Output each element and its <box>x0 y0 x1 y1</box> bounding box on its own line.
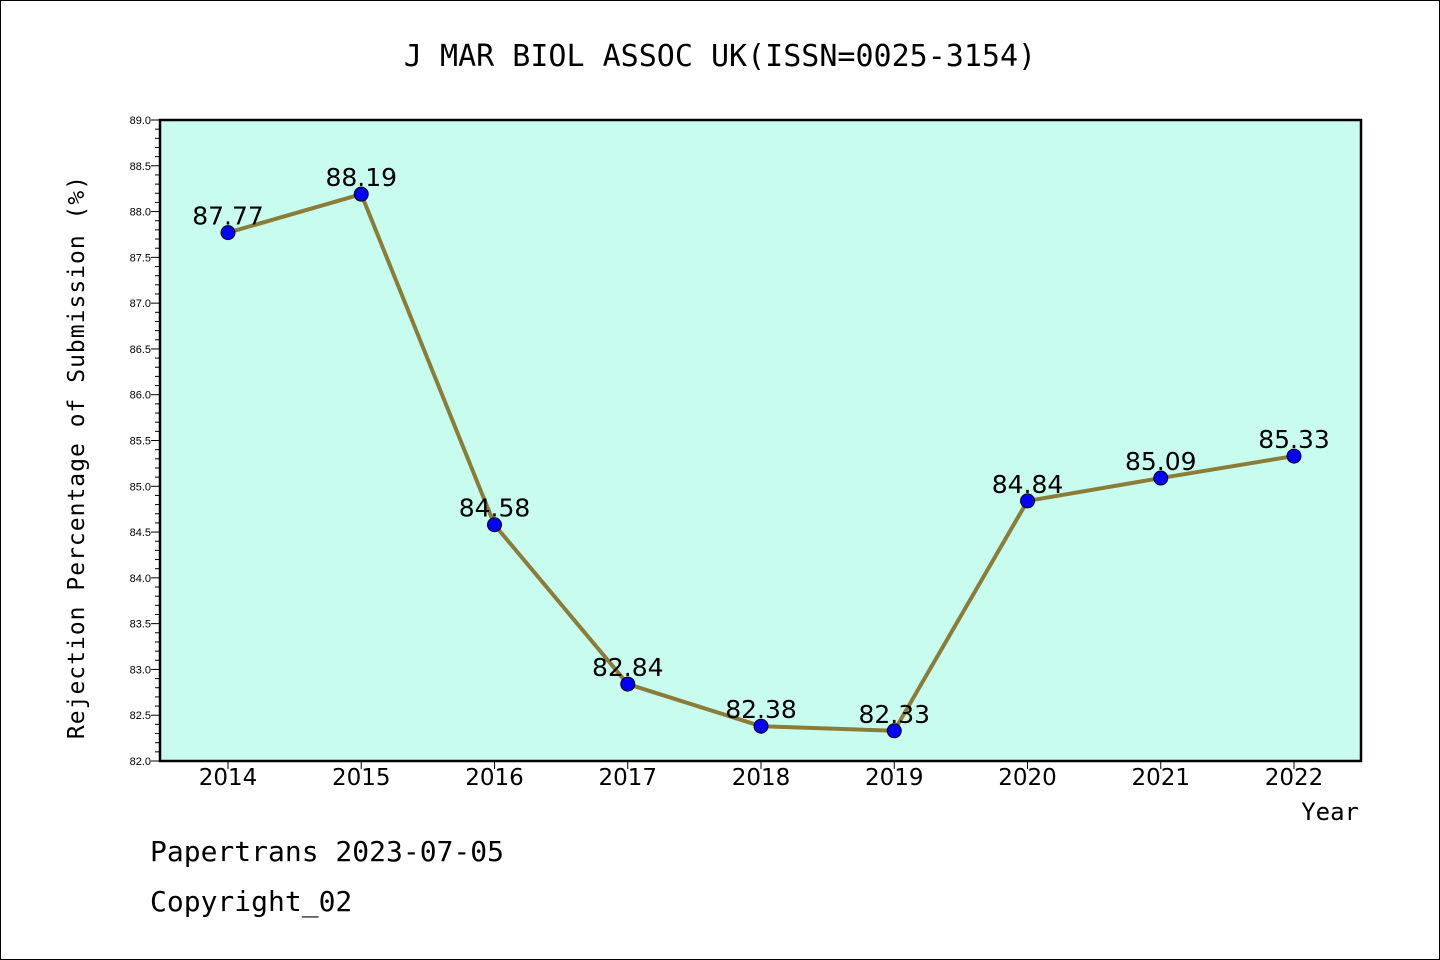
data-point <box>620 676 636 692</box>
y-axis: 82.0 82.5 83.0 83.5 84.0 84.5 85.0 85.5 86.0 86.5… <box>130 115 160 768</box>
y-axis-label: Rejection Percentage of Submission (%) <box>64 175 90 739</box>
y-tick-label: 84.0 <box>130 573 151 585</box>
data-label: 82.38 <box>725 695 797 724</box>
y-tick-label: 83.5 <box>130 619 151 631</box>
y-tick-label: 84.5 <box>130 527 151 539</box>
data-label: 87.77 <box>192 202 264 231</box>
y-tick-label: 85.0 <box>130 481 151 493</box>
x-axis: 2014 2015 2016 2017 2018 2019 2020 2021 2022 <box>199 761 1324 791</box>
y-tick-label: 85.5 <box>130 436 151 448</box>
chart-title: J MAR BIOL ASSOC UK(ISSN=0025-3154) <box>404 39 1036 74</box>
y-tick-label: 86.5 <box>130 344 151 356</box>
y-tick-label: 87.5 <box>130 252 151 264</box>
x-axis-label: Year <box>1301 798 1359 826</box>
x-tick-label: 2019 <box>865 765 924 791</box>
data-point <box>220 225 236 241</box>
y-tick-label: 86.0 <box>130 390 151 402</box>
data-label: 82.84 <box>592 653 664 682</box>
y-tick-label: 87.0 <box>130 298 151 310</box>
y-tick-label: 89.0 <box>130 115 151 127</box>
footer-date: Papertrans 2023-07-05 <box>150 835 505 868</box>
data-point <box>353 186 369 202</box>
series-line <box>220 186 1302 739</box>
data-point <box>1153 470 1169 486</box>
data-labels: 87.77 88.19 84.58 82.84 82.38 82.33 84.84 85.09… <box>192 163 1330 729</box>
data-label: 85.33 <box>1258 425 1330 454</box>
data-point <box>487 517 502 533</box>
plot-area <box>158 118 1363 763</box>
x-tick-label: 2015 <box>332 765 391 791</box>
x-tick-label: 2022 <box>1265 765 1324 791</box>
data-label: 88.19 <box>325 163 397 192</box>
y-tick-label: 88.5 <box>130 161 151 173</box>
y-tick-label: 83.0 <box>130 664 151 676</box>
x-tick-label: 2016 <box>465 765 524 791</box>
y-tick-label: 82.0 <box>130 756 151 768</box>
y-tick-label: 82.5 <box>130 710 151 722</box>
y-tick-label: 88.0 <box>130 207 151 219</box>
x-tick-label: 2014 <box>199 765 258 791</box>
x-tick-label: 2020 <box>998 765 1057 791</box>
data-label: 85.09 <box>1125 447 1197 476</box>
x-tick-label: 2021 <box>1131 765 1190 791</box>
x-tick-label: 2018 <box>732 765 791 791</box>
footer-copyright: Copyright_02 <box>150 885 353 918</box>
data-label: 84.58 <box>459 494 531 523</box>
data-point <box>753 718 769 734</box>
x-tick-label: 2017 <box>598 765 657 791</box>
data-point <box>1020 493 1035 509</box>
data-label: 82.33 <box>858 700 930 729</box>
data-point <box>886 723 902 739</box>
data-label: 84.84 <box>992 470 1064 499</box>
data-point <box>1286 448 1302 464</box>
